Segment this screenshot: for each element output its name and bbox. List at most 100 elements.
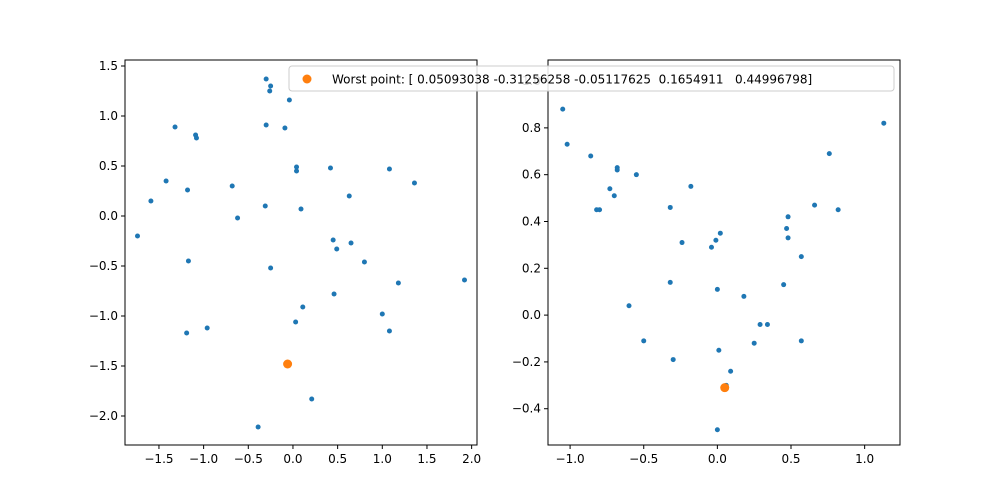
- left-y-tick-label: −2.0: [89, 409, 118, 423]
- legend-marker-worst-point: [302, 74, 312, 84]
- left-x-tick-label: 1.5: [417, 452, 436, 466]
- right-data-point-25: [716, 347, 722, 353]
- right-data-point-29: [781, 282, 787, 288]
- left-worst-point-marker: [283, 359, 293, 369]
- left-data-point-28: [268, 265, 274, 271]
- right-data-point-24: [751, 340, 757, 346]
- right-points-layer: [560, 106, 887, 433]
- left-data-point-15: [148, 198, 154, 204]
- left-data-point-32: [300, 304, 306, 310]
- right-data-point-4: [597, 207, 603, 213]
- left-data-point-38: [309, 396, 315, 402]
- right-data-point-21: [670, 357, 676, 363]
- right-data-point-33: [798, 254, 804, 260]
- right-y-tick-label: 0.4: [522, 214, 541, 228]
- left-data-point-26: [361, 259, 367, 265]
- left-data-point-17: [229, 183, 235, 189]
- left-data-point-29: [395, 280, 401, 286]
- right-data-point-36: [826, 151, 832, 157]
- left-y-tick-label: −1.0: [89, 309, 118, 323]
- right-data-point-8: [614, 167, 620, 173]
- right-data-point-35: [812, 202, 818, 208]
- left-y-tick-label: −0.5: [89, 259, 118, 273]
- left-y-tick-label: −1.5: [89, 359, 118, 373]
- left-data-point-2: [267, 88, 273, 94]
- right-data-point-15: [708, 244, 714, 250]
- right-data-point-0: [560, 106, 566, 112]
- left-y-tick-label: 1.5: [99, 59, 118, 73]
- left-x-ticks: −1.5 −1.0 −0.5 0.0 0.5 1.0 1.5 2.0: [144, 445, 481, 466]
- right-data-point-1: [564, 141, 570, 147]
- left-x-tick-label: −0.5: [234, 452, 263, 466]
- right-data-point-19: [741, 293, 747, 299]
- left-y-tick-label: 1.0: [99, 109, 118, 123]
- left-data-point-21: [235, 215, 241, 221]
- left-data-point-4: [172, 124, 178, 130]
- left-data-point-19: [262, 203, 268, 209]
- right-y-tick-label: −0.2: [512, 355, 541, 369]
- right-y-tick-label: −0.4: [512, 402, 541, 416]
- right-x-tick-label: 0.0: [708, 452, 727, 466]
- right-data-point-14: [713, 237, 719, 243]
- left-y-ticks: −2.0 −1.5 −1.0 −0.5 0.0 0.5 1.0 1.5: [89, 59, 125, 423]
- right-data-point-38: [881, 120, 887, 126]
- left-data-point-37: [386, 328, 392, 334]
- right-y-tick-label: 0.8: [522, 121, 541, 135]
- left-y-tick-label: 0.5: [99, 159, 118, 173]
- left-data-point-35: [204, 325, 210, 331]
- left-data-point-34: [293, 319, 299, 325]
- legend-label-worst-point: Worst point: [ 0.05093038 -0.31256258 -0…: [332, 73, 812, 87]
- right-data-point-17: [667, 279, 673, 285]
- right-axes-frame: [547, 59, 901, 446]
- right-data-point-11: [667, 204, 673, 210]
- right-y-tick-label: 0.6: [522, 168, 541, 182]
- left-data-point-9: [294, 164, 300, 170]
- right-data-point-23: [764, 321, 770, 327]
- left-data-point-39: [255, 424, 261, 430]
- right-x-tick-label: −0.5: [629, 452, 658, 466]
- right-data-point-6: [611, 193, 617, 199]
- right-data-point-18: [714, 286, 720, 292]
- left-points-layer: [135, 76, 467, 430]
- right-data-point-37: [835, 207, 841, 213]
- left-data-point-7: [263, 122, 269, 128]
- left-data-point-24: [334, 246, 340, 252]
- left-data-point-18: [346, 193, 352, 199]
- right-data-point-28: [714, 427, 720, 433]
- left-data-point-11: [327, 165, 333, 171]
- left-data-point-12: [386, 166, 392, 172]
- left-data-point-20: [298, 206, 304, 212]
- legend: Worst point: [ 0.05093038 -0.31256258 -0…: [288, 65, 895, 92]
- right-data-point-20: [641, 338, 647, 344]
- right-data-point-32: [785, 235, 791, 241]
- left-data-point-31: [331, 291, 337, 297]
- left-data-point-14: [163, 178, 169, 184]
- left-axes-frame: [124, 59, 478, 446]
- left-data-point-1: [268, 83, 274, 89]
- left-data-point-27: [185, 258, 191, 264]
- right-data-point-22: [757, 321, 763, 327]
- left-x-tick-label: 0.5: [328, 452, 347, 466]
- right-y-tick-label: 0.0: [522, 308, 541, 322]
- left-data-point-0: [263, 76, 269, 82]
- right-data-point-13: [717, 230, 723, 236]
- left-scatter-plot: −1.5 −1.0 −0.5 0.0 0.5 1.0 1.5 2.0 −2.0 −1.5 −1.0…: [89, 59, 481, 466]
- right-x-ticks: −1.0 −0.5 0.0 0.5 1.0: [556, 445, 874, 466]
- right-data-point-26: [728, 368, 734, 374]
- left-data-point-33: [379, 311, 385, 317]
- right-x-tick-label: 0.5: [781, 452, 800, 466]
- left-data-point-8: [282, 125, 288, 131]
- right-data-point-9: [633, 172, 639, 178]
- left-data-point-25: [348, 240, 354, 246]
- left-data-point-30: [461, 277, 467, 283]
- legend-box: [288, 65, 895, 92]
- right-data-point-34: [798, 338, 804, 344]
- right-y-tick-label: 0.2: [522, 261, 541, 275]
- left-x-tick-label: −1.5: [144, 452, 173, 466]
- left-data-point-23: [330, 237, 336, 243]
- right-x-tick-label: 1.0: [855, 452, 874, 466]
- right-data-point-30: [784, 226, 790, 232]
- left-data-point-3: [286, 97, 292, 103]
- right-data-point-31: [785, 214, 791, 220]
